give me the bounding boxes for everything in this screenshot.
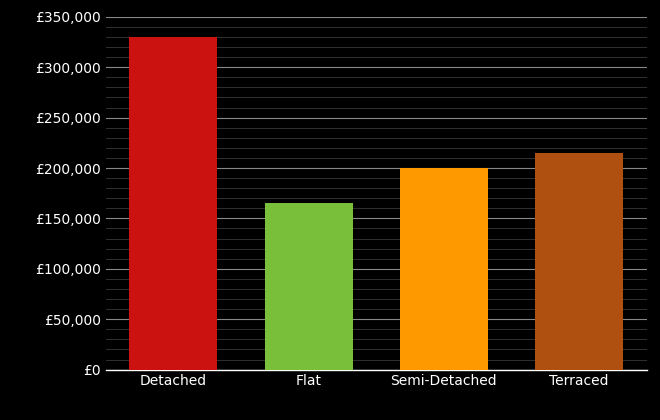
Bar [265,203,352,370]
Bar [400,168,488,370]
Bar [129,37,217,370]
Bar [535,153,623,370]
